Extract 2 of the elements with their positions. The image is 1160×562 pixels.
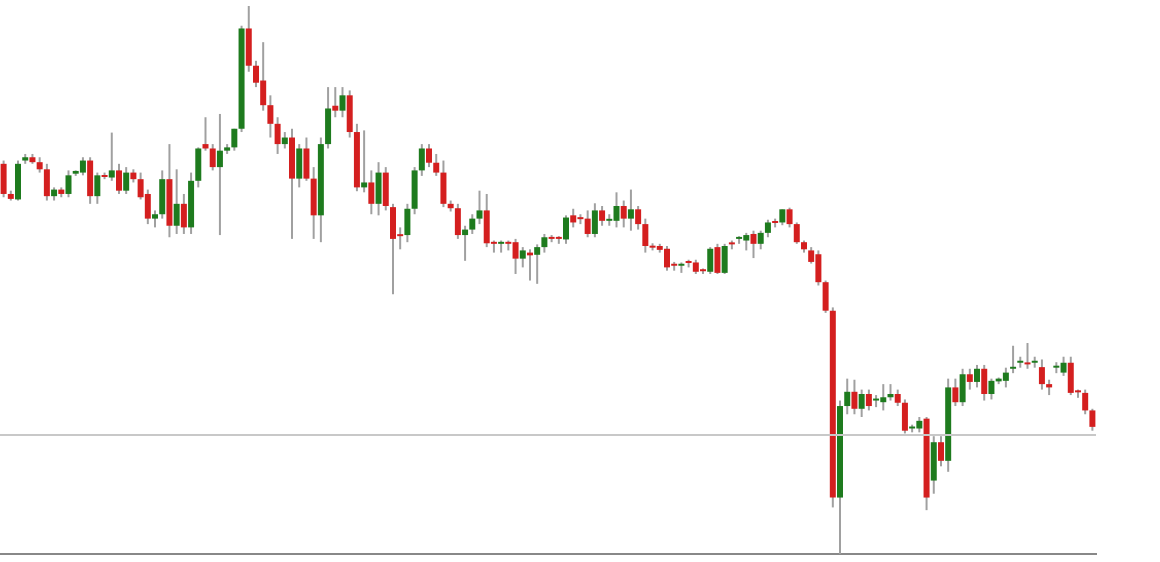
candlestick: [361, 130, 368, 193]
candlestick: [1024, 343, 1031, 369]
